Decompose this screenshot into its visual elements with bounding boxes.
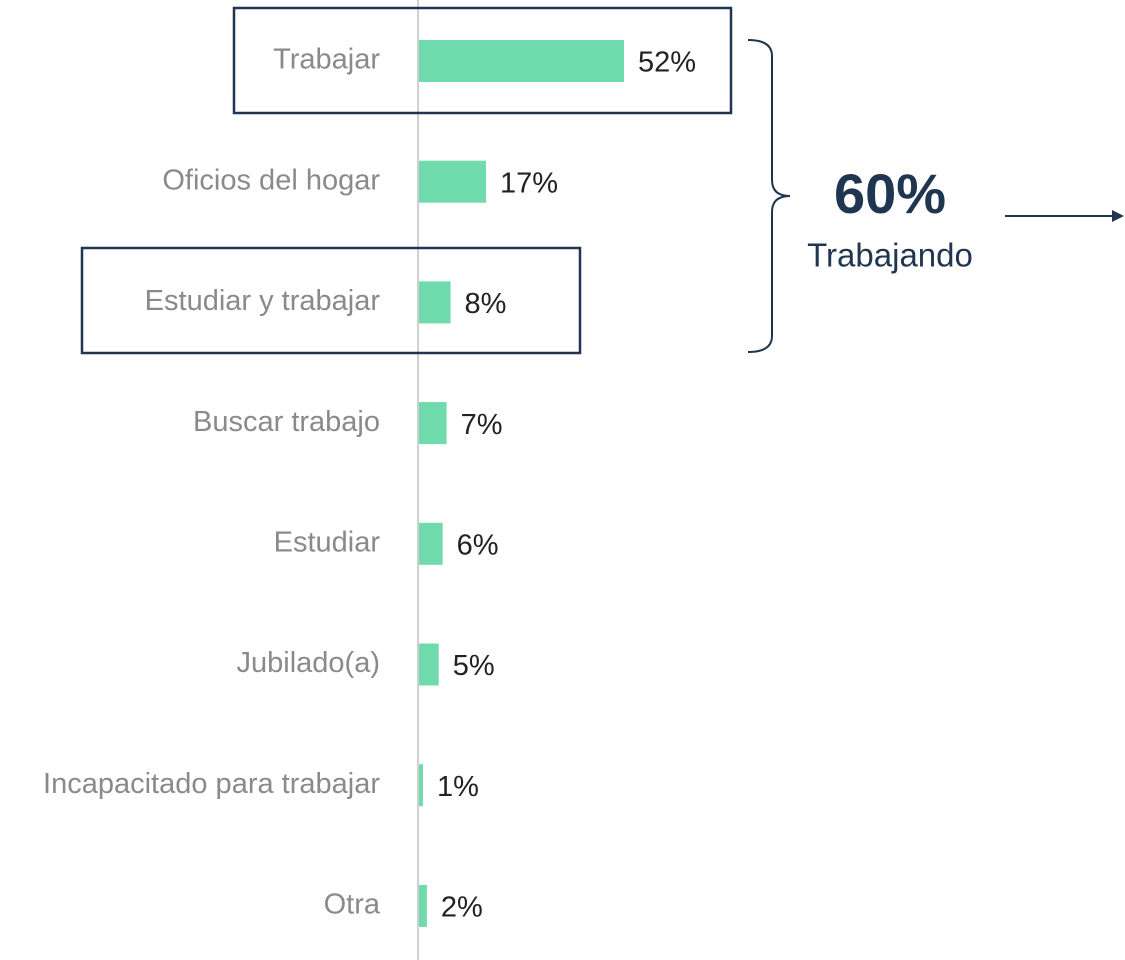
value-label: 1%: [437, 771, 479, 803]
category-label: Estudiar: [274, 526, 381, 558]
bar: [419, 281, 451, 324]
highlight-box: [232, 6, 733, 115]
category-label: Estudiar y trabajar: [145, 285, 381, 317]
value-label: 7%: [461, 409, 503, 441]
bar: [419, 522, 443, 565]
bar: [419, 402, 447, 445]
bracket: [747, 39, 791, 353]
arrow-head: [1112, 210, 1124, 222]
category-label: Trabajar: [273, 44, 380, 76]
bar: [419, 160, 487, 203]
bar: [419, 884, 427, 927]
bar: [419, 40, 624, 82]
value-label: 8%: [465, 288, 507, 320]
category-label: Jubilado(a): [237, 647, 380, 679]
value-label: 2%: [441, 892, 483, 924]
value-label: 6%: [457, 529, 499, 561]
annotation-value: 60%: [834, 162, 946, 225]
category-label: Oficios del hogar: [162, 164, 380, 196]
annotation-label: Trabajando: [807, 237, 973, 274]
value-label: 5%: [453, 650, 495, 682]
value-label: 17%: [500, 167, 558, 199]
bar: [419, 764, 423, 807]
bar: [419, 643, 439, 686]
category-label: Otra: [324, 889, 381, 921]
category-label: Incapacitado para trabajar: [43, 768, 380, 800]
highlight-box: [80, 246, 582, 355]
category-label: Buscar trabajo: [193, 406, 380, 438]
value-label: 52%: [638, 47, 696, 79]
